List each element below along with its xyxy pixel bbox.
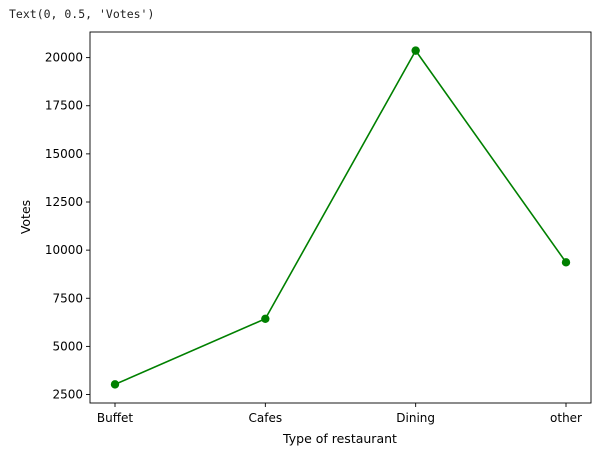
y-tick-label: 17500 [45,99,83,113]
data-point [261,314,270,323]
y-axis-label: Votes [18,200,33,234]
x-tick-label: Cafes [249,411,283,425]
y-tick-label: 5000 [52,339,83,353]
series-markers [110,46,571,389]
x-axis-label: Type of restaurant [282,431,397,446]
y-tick-label: 2500 [52,388,83,402]
y-tick-label: 15000 [45,147,83,161]
x-tick-label: Dining [396,411,435,425]
y-tick-label: 7500 [52,291,83,305]
data-point [110,380,120,389]
y-axis: 2500 5000 7500 10000 12500 15000 17500 20000 [45,51,90,402]
cell-output-text: Text(0, 0.5, 'Votes') [9,7,155,21]
x-axis: Buffet Cafes Dining other [97,403,582,425]
y-tick-label: 20000 [45,51,83,65]
x-tick-label: Buffet [97,411,133,425]
data-point [411,46,420,55]
x-tick-label: other [550,411,582,425]
series-line [114,49,567,386]
y-tick-label: 12500 [45,195,83,209]
data-point [561,258,571,267]
y-tick-label: 10000 [45,243,83,257]
plot-area [89,31,592,404]
